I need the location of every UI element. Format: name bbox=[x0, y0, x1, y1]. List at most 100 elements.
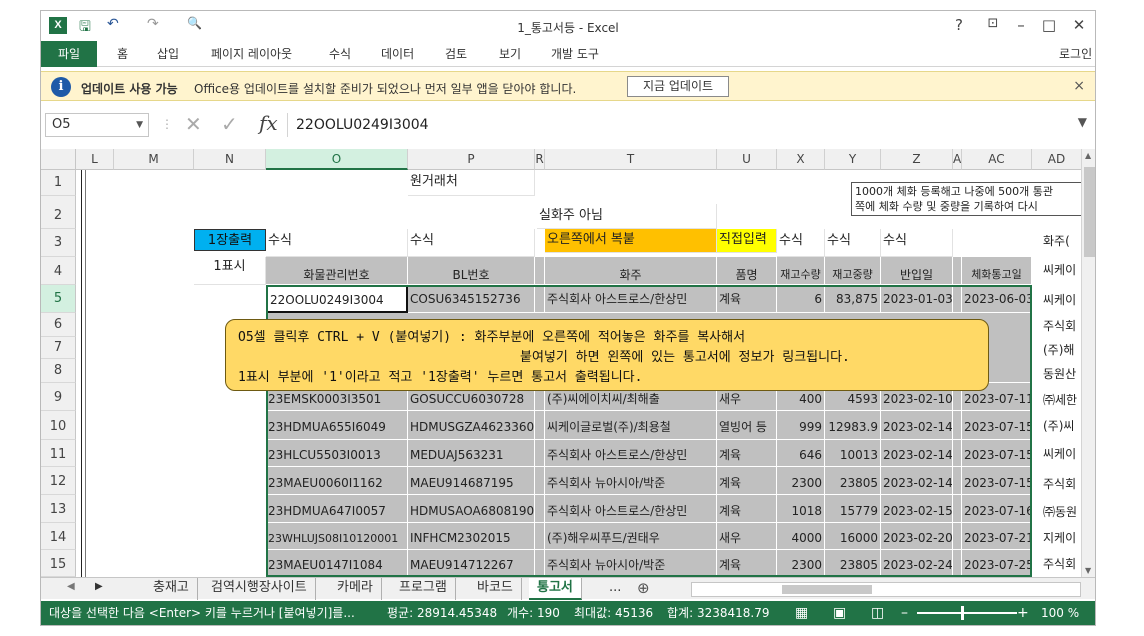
zoom-level[interactable]: 100 % bbox=[1041, 606, 1080, 620]
formula-input[interactable]: 22OOLU0249I3004 bbox=[287, 113, 1067, 137]
cell-O3[interactable]: 수식 bbox=[266, 229, 408, 257]
zoom-slider-thumb[interactable] bbox=[961, 606, 964, 620]
cell-T2[interactable]: 실화주 아님 bbox=[537, 204, 717, 229]
table-cell-notice[interactable]: 2023-07-15 bbox=[962, 440, 1032, 467]
more-sheets-button[interactable]: ... bbox=[609, 580, 622, 595]
cell-AE9[interactable]: ㈜세한 bbox=[1043, 393, 1078, 407]
column-header-X[interactable]: X bbox=[777, 149, 825, 170]
row-header-1[interactable]: 1 bbox=[41, 170, 76, 196]
table-cell-in_date[interactable]: 2023-02-14 bbox=[881, 467, 953, 495]
update-now-button[interactable]: 지금 업데이트 bbox=[627, 76, 729, 97]
table-cell-qty[interactable]: 999 bbox=[777, 411, 825, 440]
table-cell-cargo_no[interactable]: 23HLCU5503I0013 bbox=[266, 440, 408, 467]
cell-O5-selected[interactable]: 22OOLU0249I3004 bbox=[266, 285, 408, 313]
table-cell-notice[interactable]: 2023-07-21 bbox=[962, 523, 1032, 550]
table-cell-in_date[interactable]: 2023-02-14 bbox=[881, 440, 953, 467]
row-header-6[interactable]: 6 bbox=[41, 313, 76, 337]
sheet-tab-program[interactable]: 프로그램 bbox=[391, 578, 456, 600]
page-layout-icon[interactable]: ▣ bbox=[833, 605, 847, 621]
table-cell-gap[interactable] bbox=[535, 550, 545, 577]
table-cell-item[interactable]: 계육 bbox=[717, 440, 777, 467]
cell-Y3[interactable]: 수식 bbox=[825, 229, 881, 257]
cell-P5[interactable]: COSU6345152736 bbox=[408, 285, 535, 313]
tab-insert[interactable]: 삽입 bbox=[157, 47, 180, 61]
cell-U5[interactable]: 계육 bbox=[717, 285, 777, 313]
table-cell-item[interactable]: 계육 bbox=[717, 495, 777, 523]
close-icon[interactable]: × bbox=[1073, 78, 1085, 94]
page-break-icon[interactable]: ◫ bbox=[871, 605, 885, 621]
column-header-U[interactable]: U bbox=[717, 149, 777, 170]
table-cell-bl_no[interactable]: MEDUAJ563231 bbox=[408, 440, 535, 467]
cell-A5[interactable] bbox=[953, 285, 962, 313]
table-cell-owner[interactable]: 씨케이글로벌(주)/최용철 bbox=[545, 411, 717, 440]
maximize-button[interactable]: □ bbox=[1041, 16, 1057, 34]
table-cell-notice[interactable]: 2023-07-15 bbox=[962, 411, 1032, 440]
table-cell-gap[interactable] bbox=[535, 523, 545, 550]
undo-icon[interactable]: ↶ bbox=[107, 16, 119, 32]
table-cell-qty[interactable]: 4000 bbox=[777, 523, 825, 550]
column-header-N[interactable]: N bbox=[194, 149, 266, 170]
table-cell-owner[interactable]: (주)해우씨푸드/권태우 bbox=[545, 523, 717, 550]
cell-AE13[interactable]: ㈜동원 bbox=[1043, 505, 1078, 519]
login-link[interactable]: 로그인 bbox=[1059, 47, 1093, 61]
tab-data[interactable]: 데이터 bbox=[381, 47, 415, 61]
row-header-13[interactable]: 13 bbox=[41, 495, 76, 523]
cell-Y5[interactable]: 83,875 bbox=[825, 285, 881, 313]
cell-AE14[interactable]: 지케이 bbox=[1043, 531, 1077, 545]
cell-P3[interactable]: 수식 bbox=[408, 229, 535, 257]
sheet-tab-notice[interactable]: 통고서 bbox=[529, 578, 582, 600]
row-header-12[interactable]: 12 bbox=[41, 467, 76, 495]
row-header-5[interactable]: 5 bbox=[41, 285, 76, 313]
table-cell-qty[interactable]: 2300 bbox=[777, 550, 825, 577]
tab-developer[interactable]: 개발 도구 bbox=[551, 47, 599, 61]
row-header-11[interactable]: 11 bbox=[41, 440, 76, 467]
print-one-page-button[interactable]: 1장출력 bbox=[194, 229, 266, 251]
enter-icon[interactable]: ✓ bbox=[221, 112, 238, 136]
table-cell-item[interactable]: 열빙어 등 bbox=[717, 411, 777, 440]
table-cell-cargo_no[interactable]: 23WHLUJS08I10120001 bbox=[266, 523, 408, 550]
cell-N4[interactable]: 1표시 bbox=[194, 257, 266, 285]
cell-AE4[interactable]: 씨케이 bbox=[1043, 263, 1077, 277]
table-cell-weight[interactable]: 15779 bbox=[825, 495, 881, 523]
column-header-AC[interactable]: AC bbox=[962, 149, 1032, 170]
cell-AE15[interactable]: 주식회 bbox=[1043, 557, 1077, 571]
worksheet-grid[interactable]: L M N O P R T U X Y Z A AC AD 1 2 3 4 5 … bbox=[41, 149, 1081, 577]
table-cell-weight[interactable]: 23805 bbox=[825, 467, 881, 495]
cell-P1[interactable]: 원거래처 bbox=[408, 170, 535, 196]
sheet-tab-barcode[interactable]: 바코드 bbox=[469, 578, 522, 600]
cell-T5[interactable]: 주식회사 아스트로스/한상민 bbox=[545, 285, 717, 313]
horizontal-scroll-thumb[interactable] bbox=[782, 585, 872, 594]
table-cell-gap[interactable] bbox=[535, 383, 545, 411]
cell-AC5[interactable]: 2023-06-03 bbox=[962, 285, 1032, 313]
table-cell-gap[interactable] bbox=[953, 440, 962, 467]
row-header-14[interactable]: 14 bbox=[41, 523, 76, 550]
table-cell-in_date[interactable]: 2023-02-14 bbox=[881, 411, 953, 440]
cell-AE11[interactable]: 씨케이 bbox=[1043, 447, 1077, 461]
scroll-thumb[interactable] bbox=[1084, 167, 1095, 257]
cancel-icon[interactable]: ✕ bbox=[185, 112, 202, 136]
column-header-L[interactable]: L bbox=[76, 149, 114, 170]
cell-AE3[interactable]: 화주( bbox=[1043, 234, 1070, 248]
table-cell-notice[interactable]: 2023-07-25 bbox=[962, 550, 1032, 577]
table-cell-bl_no[interactable]: HDMUSAOA68081900 bbox=[408, 495, 535, 523]
column-header-A[interactable]: A bbox=[953, 149, 962, 170]
prev-sheet-icon[interactable]: ◀ bbox=[67, 581, 75, 592]
chevron-down-icon[interactable]: ▼ bbox=[136, 120, 143, 130]
table-cell-owner[interactable]: 주식회사 아스트로스/한상민 bbox=[545, 495, 717, 523]
table-cell-cargo_no[interactable]: 23MAEU0147I1084 bbox=[266, 550, 408, 577]
cell-AE5[interactable]: 씨케이 bbox=[1043, 293, 1077, 307]
row-header-7[interactable]: 7 bbox=[41, 337, 76, 359]
cell-AE10[interactable]: (주)씨 bbox=[1043, 419, 1075, 433]
table-cell-qty[interactable]: 646 bbox=[777, 440, 825, 467]
table-cell-bl_no[interactable]: HDMUSGZA46233600 bbox=[408, 411, 535, 440]
scroll-down-icon[interactable]: ▼ bbox=[1085, 566, 1092, 575]
sheet-tab-stock[interactable]: 충재고 bbox=[145, 578, 198, 600]
table-cell-gap[interactable] bbox=[953, 550, 962, 577]
cell-R5[interactable] bbox=[535, 285, 545, 313]
redo-icon[interactable]: ↷ bbox=[147, 16, 159, 32]
cell-X5[interactable]: 6 bbox=[777, 285, 825, 313]
table-cell-owner[interactable]: 주식회사 뉴아시아/박준 bbox=[545, 467, 717, 495]
cell-AE7[interactable]: (주)해 bbox=[1043, 343, 1075, 357]
cell-AE6[interactable]: 주식회 bbox=[1043, 319, 1077, 333]
instruction-note[interactable]: O5셀 클릭후 CTRL + V (붙여넣기) : 화주부분에 오른쪽에 적어놓… bbox=[225, 319, 989, 391]
